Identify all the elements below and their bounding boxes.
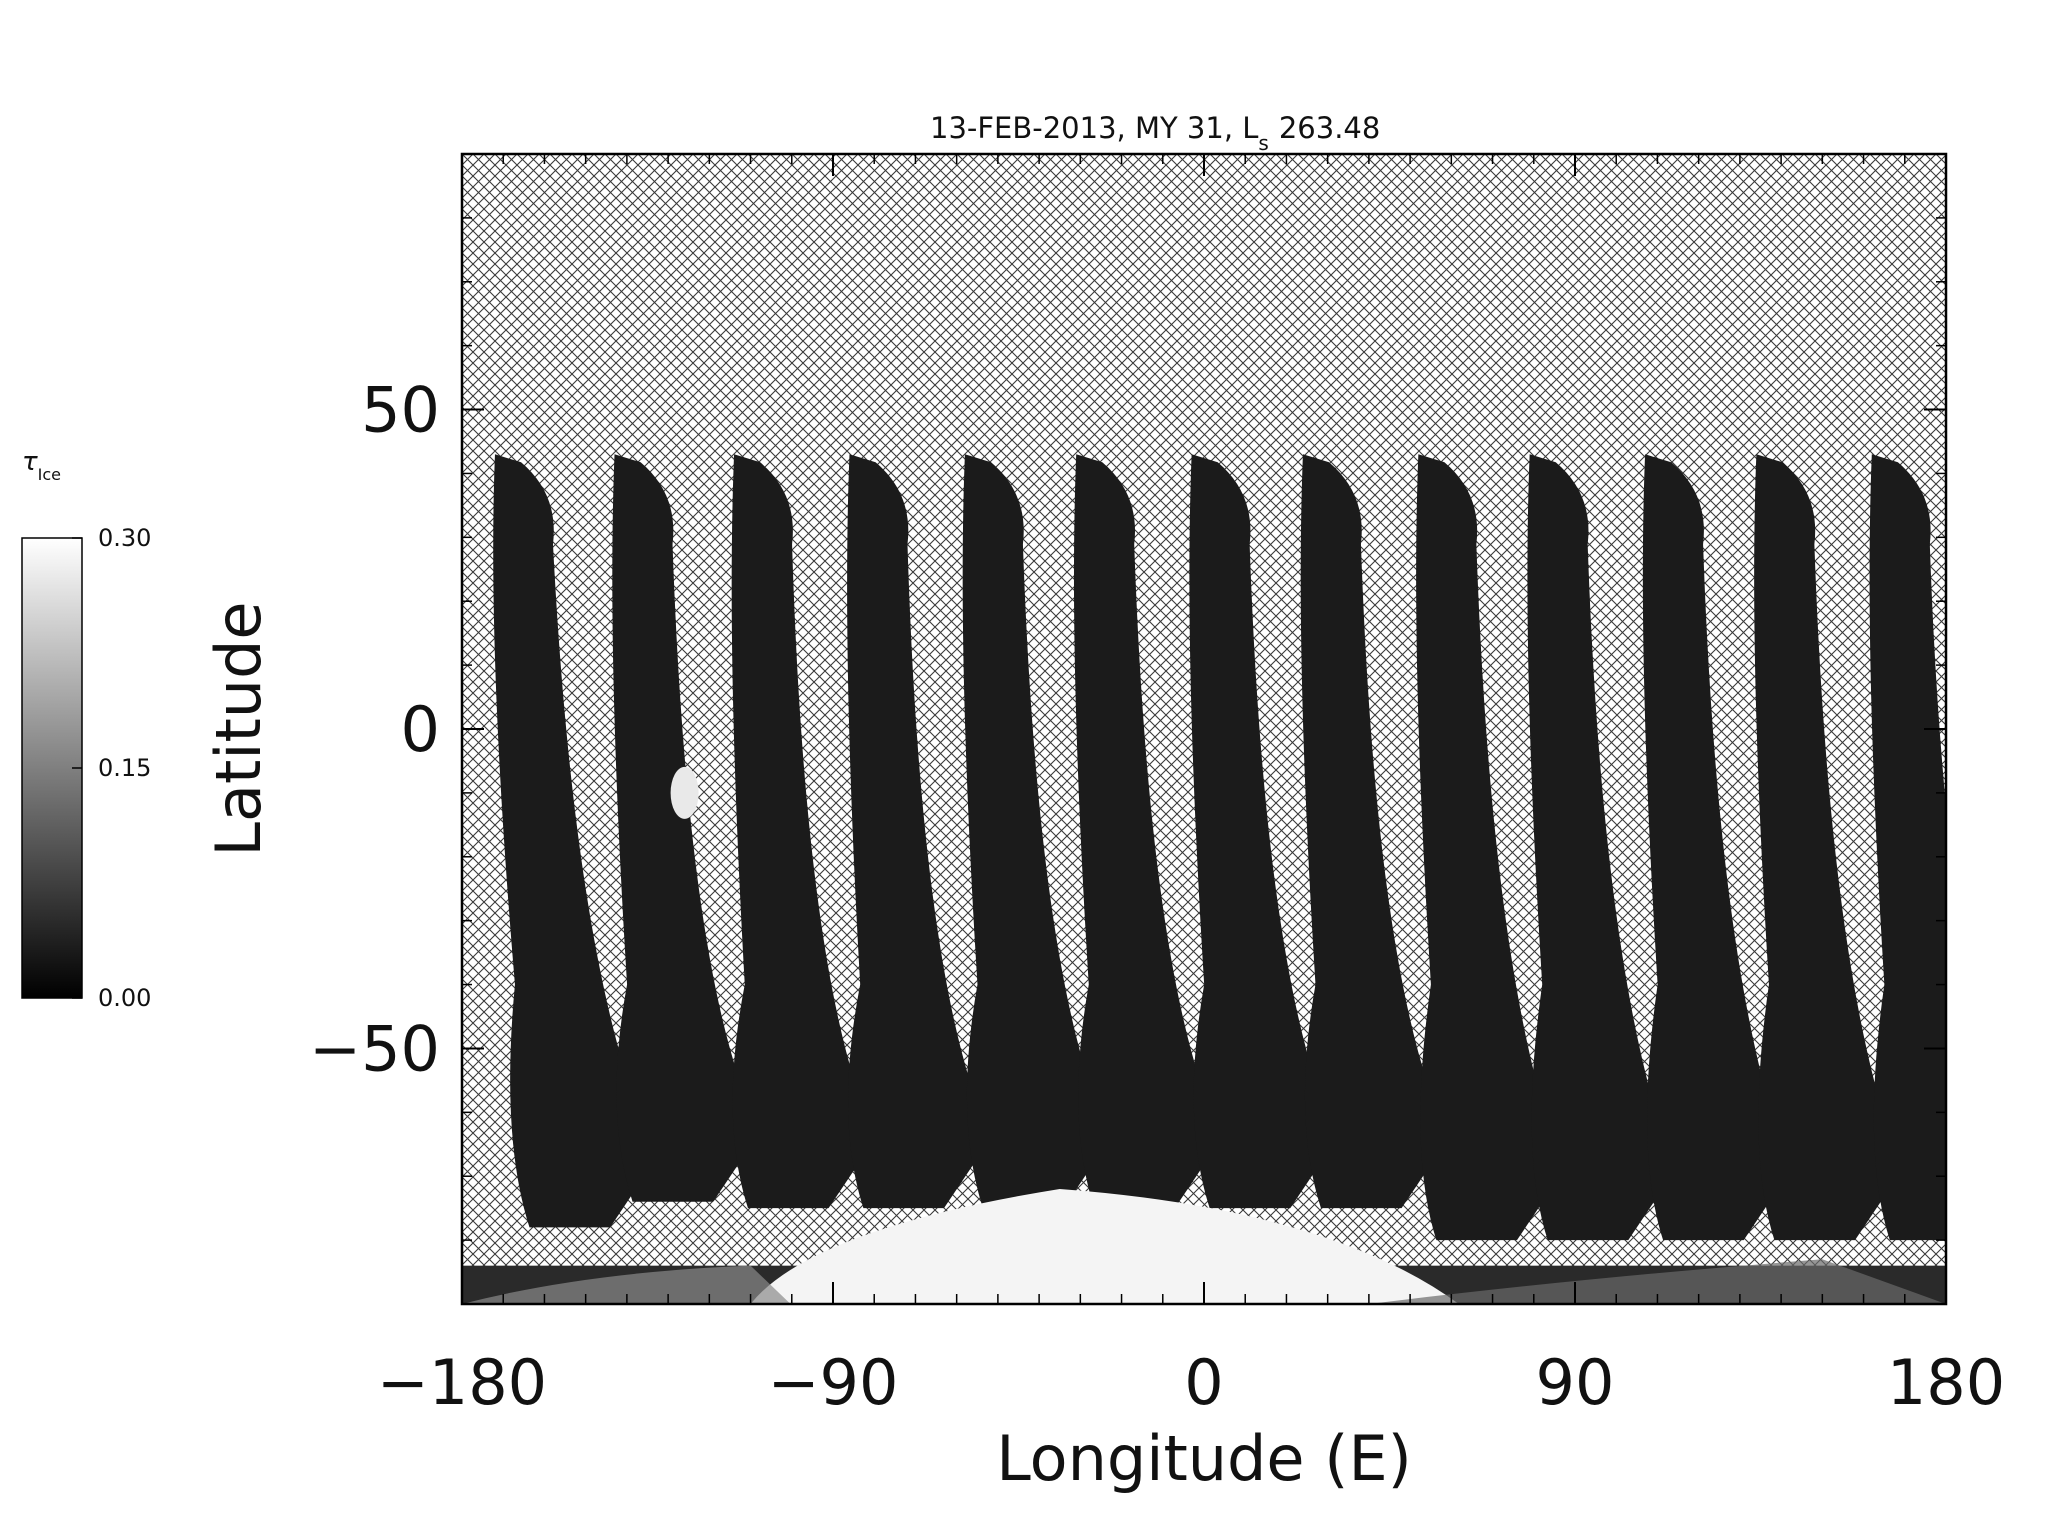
x-axis-label: Longitude (E) (996, 1422, 1412, 1495)
colorbar-tick-label: 0.00 (98, 984, 151, 1012)
x-tick-label: 180 (1887, 1346, 2005, 1419)
x-axis-ticks: −180 −90 0 90 180 (377, 154, 2005, 1419)
colorbar: τIce 0.30 0.15 0.00 (21, 447, 151, 1012)
x-tick-label: 0 (1184, 1346, 1223, 1419)
plot-area (462, 154, 1946, 1304)
chart-title: 13-FEB-2013, MY 31, Ls 263.48 (930, 111, 1380, 155)
x-tick-label: 90 (1536, 1346, 1615, 1419)
y-axis-minor-ticks (462, 153, 1946, 1305)
polar-haze-east (1368, 1259, 1946, 1304)
polar-cap-ice (750, 1189, 1459, 1304)
swath-11 (1642, 454, 1791, 1241)
y-tick-label: 50 (361, 374, 440, 447)
swath-12 (1754, 454, 1902, 1241)
swath-6 (1073, 454, 1222, 1209)
colorbar-ticks: 0.30 0.15 0.00 (72, 524, 151, 1012)
y-tick-label: −50 (309, 1012, 440, 1085)
chart-title-value: 263.48 (1279, 111, 1380, 145)
swath-9 (1416, 454, 1564, 1241)
colorbar-title-symbol: τ (22, 447, 38, 477)
colorbar-title: τIce (22, 447, 61, 484)
swath-4 (847, 454, 991, 1209)
bright-cloud-spot (670, 766, 699, 819)
swath-8 (1300, 454, 1449, 1209)
colorbar-tick-label: 0.15 (98, 754, 151, 782)
colorbar-tick-label: 0.30 (98, 524, 151, 552)
swath-1 (493, 454, 658, 1228)
swath-7 (1189, 454, 1338, 1209)
x-tick-label: −90 (768, 1346, 899, 1419)
chart-title-main: 13-FEB-2013, MY 31, L (930, 111, 1258, 145)
colorbar-title-subscript: Ice (38, 465, 61, 484)
chart-title-subscript: s (1258, 131, 1268, 155)
y-axis-ticks: 50 0 −50 (309, 374, 1946, 1085)
swath-layer (493, 454, 1946, 1241)
x-axis-minor-ticks (461, 154, 1947, 1304)
swath-2 (612, 454, 761, 1202)
swath-5 (962, 454, 1111, 1209)
swath-3 (731, 454, 876, 1209)
x-tick-label: −180 (377, 1346, 547, 1419)
swath-10 (1527, 454, 1676, 1241)
y-tick-label: 0 (401, 693, 440, 766)
swath-13 (1869, 454, 1946, 1241)
y-axis-label: Latitude (202, 601, 275, 856)
